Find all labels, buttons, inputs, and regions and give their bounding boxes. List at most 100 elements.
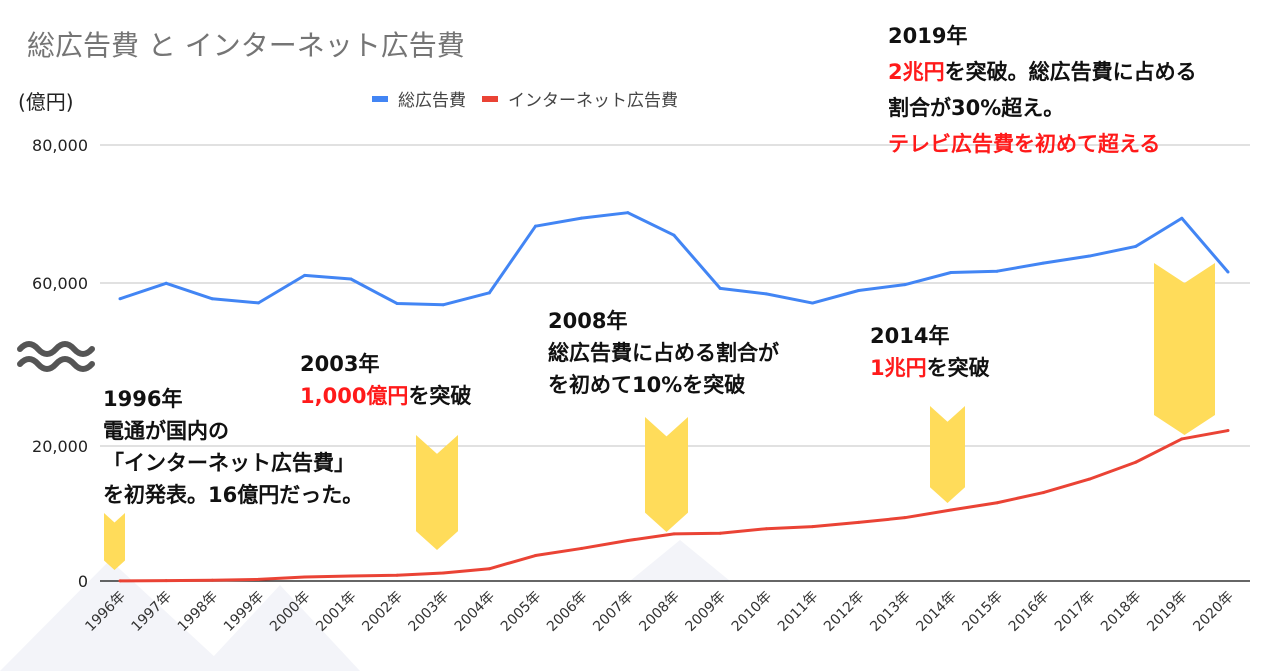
data-point [949,508,953,512]
annotation-line: を初発表。16億円だった。 [103,479,363,511]
x-tick-label: 2011年 [775,589,821,635]
annotation-highlight: 2兆円 [888,60,945,84]
x-tick-label: 2009年 [683,589,729,635]
annotation-line: 1,000億円を突破 [300,380,471,412]
y-tick-label: 80,000 [32,136,88,155]
data-point [118,297,122,301]
y-tick-label: 20,000 [32,437,88,456]
x-tick-label: 2017年 [1052,589,1098,635]
legend-swatch [482,95,498,102]
annotation-text: 総広告費に占める割合が [548,341,779,365]
legend-item-total: 総広告費 [372,86,466,111]
annotation-text: を初めて10%を突破 [548,373,746,397]
data-point [534,554,537,558]
x-tick-label: 2015年 [960,589,1006,635]
annotation-line: 「インターネット広告費」 [103,447,363,479]
annotation-text: 2003年 [300,352,380,376]
annotation-line: テレビ広告費を初めて超える [888,126,1197,162]
data-point [857,289,861,293]
x-tick-label: 2002年 [359,589,405,635]
data-point [164,281,168,285]
data-point [1041,491,1045,495]
data-point [349,574,353,578]
data-point [210,297,214,301]
x-tick-label: 2008年 [636,589,682,635]
data-point [811,525,814,529]
data-point [1134,244,1138,248]
data-point [764,292,768,296]
data-point [718,286,722,290]
data-point [718,531,722,535]
annotation-2014: 2014年 1兆円を突破 [870,320,990,384]
data-point [672,233,676,237]
y-tick-label: 0 [78,572,88,591]
x-tick-label: 2016年 [1006,589,1052,635]
annotation-text: 割合が30%超え。 [888,96,1065,120]
legend-swatch [372,95,388,102]
data-point [441,303,445,307]
annotation-arrow [1154,263,1215,435]
data-point [949,270,953,274]
data-point [1041,261,1045,265]
annotation-text: を突破。総広告費に占める [944,60,1197,84]
data-point [118,579,122,583]
legend-label: インターネット広告費 [508,91,678,111]
annotation-line: 総広告費に占める割合が [548,337,779,369]
annotation-highlight: テレビ広告費を初めて超える [888,132,1161,156]
annotation-line: 2003年 [300,348,471,380]
data-point [1134,460,1138,464]
data-point [441,571,445,575]
x-tick-label: 2014年 [913,589,959,635]
x-tick-label: 2010年 [729,589,775,635]
x-tick-label: 2003年 [406,589,452,635]
annotation-arrow [416,435,458,550]
data-point [534,224,537,228]
data-point [257,301,260,305]
annotation-text: 電通が国内の [103,419,229,443]
annotation-line: 2兆円を突破。総広告費に占める [888,54,1197,90]
x-tick-label: 2001年 [313,589,359,635]
x-tick-label: 2007年 [590,589,636,635]
x-tick-label: 2019年 [1144,589,1190,635]
data-point [1226,429,1230,433]
annotation-2003: 2003年 1,000億円を突破 [300,348,471,412]
decor-triangle [630,540,730,581]
data-point [1088,254,1091,258]
annotation-text: 1996年 [103,387,183,411]
annotation-text: を突破 [408,384,472,408]
data-point [1180,437,1184,441]
data-point [672,532,676,536]
annotation-line: 1兆円を突破 [870,352,990,384]
data-point [303,273,307,277]
annotation-text: を初発表。16億円だった。 [103,483,364,507]
annotation-line: 2008年 [548,305,779,337]
annotation-text: を突破 [926,356,990,380]
x-tick-label: 1998年 [175,589,221,635]
data-point [487,291,491,295]
data-point [903,516,907,520]
decor-triangle [0,560,230,671]
x-tick-label: 2012年 [821,589,867,635]
annotation-highlight: 1,000億円 [300,384,409,408]
annotation-line: 2014年 [870,320,990,352]
data-point [626,538,630,542]
x-tick-label: 2018年 [1098,589,1144,635]
legend: 総広告費 インターネット広告費 [372,86,694,111]
annotation-arrow [104,513,125,570]
data-point [764,527,768,531]
x-tick-label: 2013年 [867,589,913,635]
annotation-text: 2008年 [548,309,628,333]
data-point [164,579,168,583]
decor-triangle [200,585,360,671]
data-point [257,577,260,581]
data-point [811,301,814,305]
x-tick-label: 2005年 [498,589,544,635]
annotation-text: 「インターネット広告費」 [103,451,355,475]
data-point [349,277,353,281]
data-point [1226,270,1230,274]
annotation-highlight: 1兆円 [870,356,927,380]
x-tick-label: 2004年 [452,589,498,635]
legend-item-internet: インターネット広告費 [482,86,678,111]
x-tick-label: 2006年 [544,589,590,635]
